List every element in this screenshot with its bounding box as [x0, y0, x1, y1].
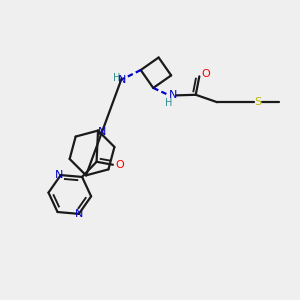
Text: N: N: [118, 75, 126, 85]
Text: N: N: [169, 90, 177, 100]
Text: O: O: [202, 69, 210, 79]
Text: H: H: [113, 73, 120, 83]
Text: N: N: [75, 209, 83, 220]
Text: S: S: [254, 97, 261, 107]
Text: H: H: [165, 98, 173, 108]
Text: N: N: [55, 170, 64, 180]
Text: O: O: [115, 160, 124, 170]
Text: N: N: [98, 127, 106, 137]
